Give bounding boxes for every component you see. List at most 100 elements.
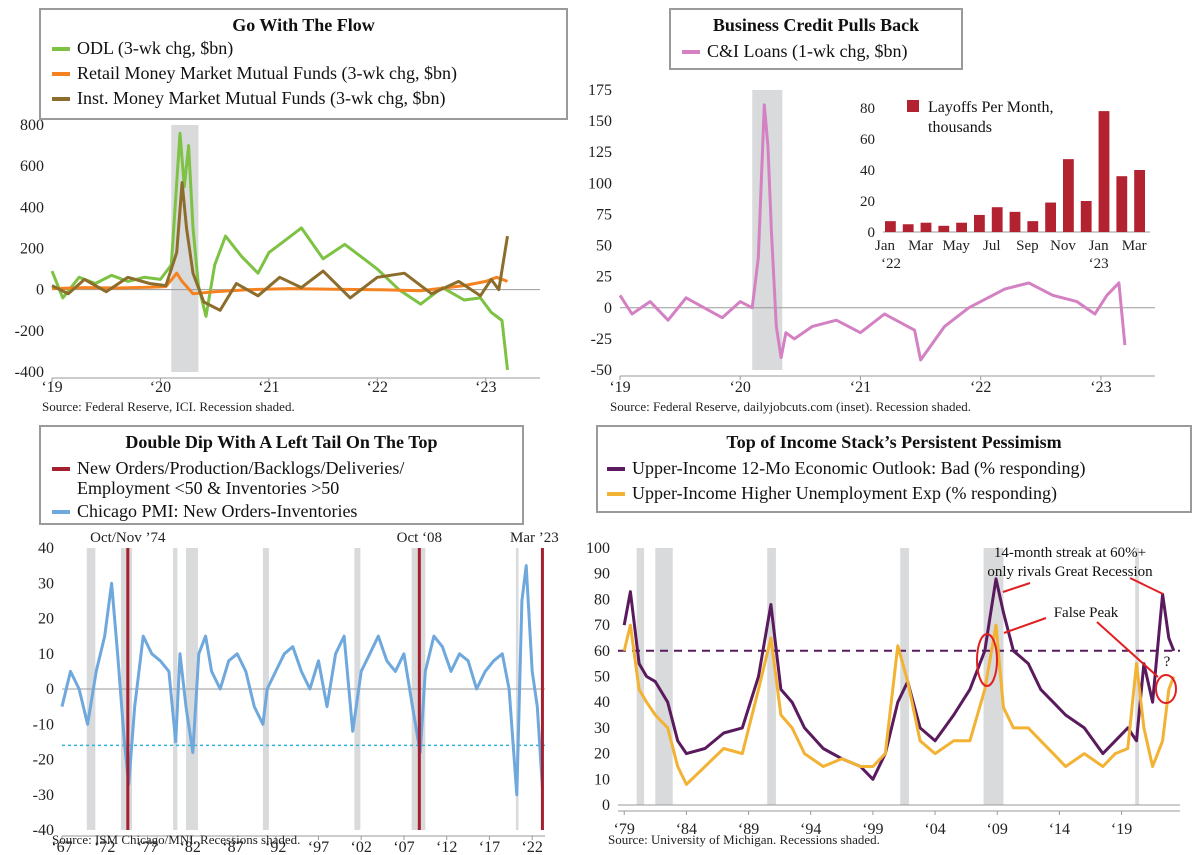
x-tick-label: ‘97 [308,839,329,855]
annotation-text: 14-month streak at 60%+ [994,545,1146,561]
inset-x-tick: May [942,238,970,254]
inset-x-tick: Jan [875,238,895,254]
inset-y-tick: 0 [868,225,876,241]
inset-bar [885,221,896,232]
legend-box [39,425,524,525]
inset-bar [1027,221,1039,232]
inset-legend-label: thousands [928,119,992,136]
legend-label: New Orders/Production/Backlogs/Deliverie… [77,458,404,478]
y-tick-label: 800 [20,117,44,134]
y-tick-label: 125 [588,144,612,161]
inset-y-tick: 80 [860,101,875,117]
y-tick-label: 0 [602,797,610,814]
y-tick-label: 150 [588,113,612,130]
series-line-1 [618,103,1127,362]
y-tick-label: 50 [594,669,610,686]
chart-title: Business Credit Pulls Back [713,15,919,35]
legend-label: Upper-Income Higher Unemployment Exp (% … [632,483,1057,504]
y-tick-label: 30 [594,720,610,737]
x-tick-label: ‘20 [730,379,751,396]
recession-band [636,548,645,805]
inset-bar [991,207,1003,232]
inset-x-tick: Sep [1016,238,1039,254]
annotation-arrow [1003,617,1047,634]
y-tick-label: -20 [33,752,54,769]
legend-label: Upper-Income 12-Mo Economic Outlook: Bad… [632,458,1086,479]
legend-label: ODL (3-wk chg, $bn) [77,38,233,59]
y-tick-label: 40 [38,540,54,557]
annotation-text: ? [1164,654,1171,670]
y-tick-label: -25 [591,331,612,348]
event-marker-label: Oct/Nov ’74 [90,530,166,546]
inset-bar [920,222,932,232]
y-tick-label: 100 [588,175,612,192]
x-tick-label: ‘04 [924,821,945,838]
legend-label: Retail Money Market Mutual Funds (3-wk c… [77,63,457,84]
x-tick-label: ‘19 [609,379,630,396]
x-tick-label: ‘22 [367,379,388,396]
x-tick-label: ‘87 [222,839,243,855]
legend-box [39,8,568,120]
y-tick-label: -50 [591,362,612,379]
source-note: Source: ISM Chicago/MNI. Recessions shad… [52,832,300,847]
x-tick-label: ‘89 [738,821,759,838]
y-tick-label: 10 [38,646,54,663]
y-tick-label: 0 [604,300,612,317]
annotation-arrow [1129,577,1164,595]
y-tick-label: -40 [33,822,54,839]
y-tick-label: 30 [38,575,54,592]
x-tick-label: ‘14 [1049,821,1070,838]
inset-bar [1063,159,1074,232]
inset-legend-swatch [907,100,919,112]
chart-panel-2: 175 150 125 100 75 50 25 0 -25 -50‘19 ‘20 ‘21 ‘22 ‘23… [588,8,1155,414]
event-marker-label: Oct ‘08 [397,530,442,546]
y-tick-label: 60 [594,643,610,660]
annotation-arrow [1096,621,1159,678]
legend-label: C&I Loans (1-wk chg, $bn) [707,41,907,62]
y-tick-label: 400 [20,199,44,216]
x-tick-label: ‘99 [862,821,883,838]
x-tick-label: ‘07 [393,839,414,855]
x-tick-label: ‘22 [970,379,991,396]
x-tick-label: ‘82 [180,839,201,855]
inset-y-tick: 20 [860,194,875,210]
inset-bar [1080,201,1092,232]
recession-band [655,548,673,805]
series-line-1 [50,131,509,371]
y-tick-label: -400 [15,364,44,381]
y-tick-label: 0 [36,282,44,299]
inset-bar [902,224,914,232]
y-tick-label: 20 [594,746,610,763]
source-note: Source: Federal Reserve, dailyjobcuts.co… [610,399,971,414]
legend-label: Inst. Money Market Mutual Funds (3-wk ch… [77,88,445,109]
chart-panel-3: 40 30 20 10 0 -10 -20 -30 -40‘67 ‘72 ‘77 ‘82 ‘87 ‘92 ‘… [33,425,559,855]
inset-y-tick: 60 [860,132,875,148]
y-tick-label: 175 [588,82,612,99]
x-tick-label: ‘79 [614,821,635,838]
inset-x-tick: Jan [1089,238,1109,254]
event-marker-label: Mar ’23 [510,530,559,546]
x-tick-label: ‘67 [51,839,72,855]
y-tick-label: 75 [596,206,612,223]
x-tick-label: ‘02 [351,839,372,855]
inset-bar [1134,170,1145,232]
annotation-arrow [1002,582,1031,593]
y-tick-label: 200 [20,241,44,258]
inset-x-tick: Mar [908,238,933,254]
inset-bar [1098,111,1110,232]
y-tick-label: 50 [596,238,612,255]
legend-label: Chicago PMI: New Orders-Inventories [77,501,357,521]
annotation-text: only rivals Great Recession [987,564,1153,580]
y-tick-label: 25 [596,269,612,286]
y-tick-label: 10 [594,771,610,788]
legend-box [669,8,963,70]
x-tick-label: ‘21 [850,379,871,396]
inset-bar [974,214,985,232]
x-tick-label: ‘09 [987,821,1008,838]
inset-year-label: ‘23 [1089,256,1109,272]
y-tick-label: 40 [594,694,610,711]
series-line-2 [622,623,1176,786]
